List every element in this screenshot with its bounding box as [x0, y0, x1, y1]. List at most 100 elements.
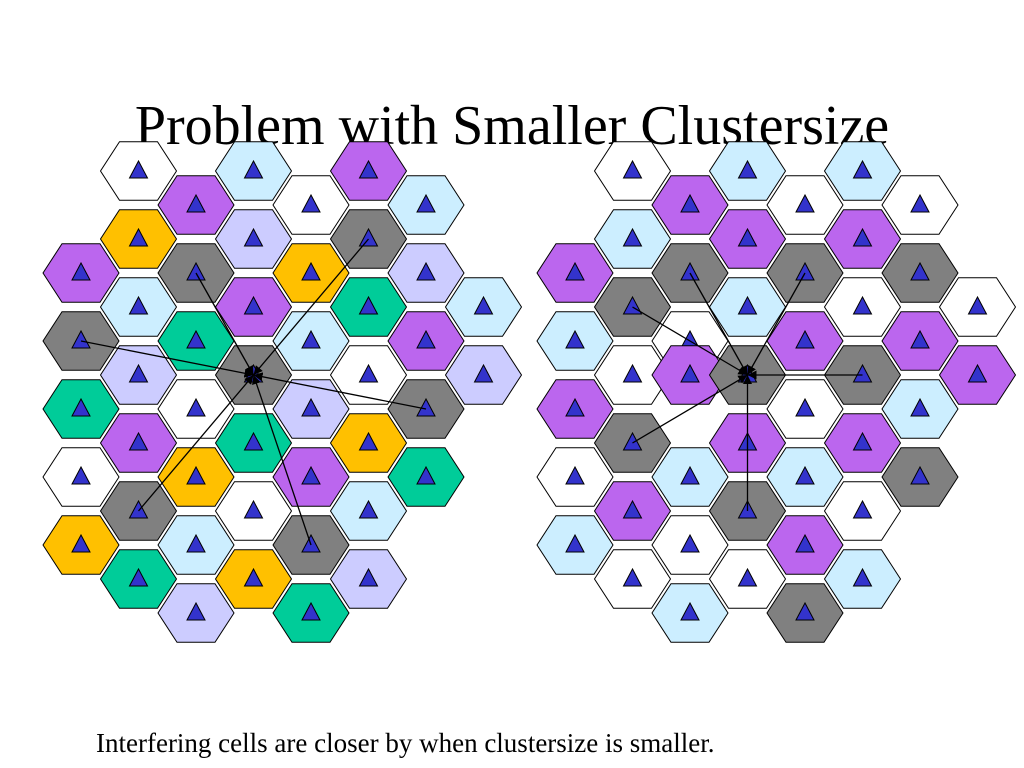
hex-cell: [214, 277, 293, 337]
hex-cell: [766, 515, 844, 575]
hex-cell: [329, 549, 408, 609]
hex-cell: [536, 311, 614, 371]
blue-triangle-icon: [71, 329, 91, 349]
blue-triangle-icon: [737, 295, 758, 315]
blue-triangle-icon: [565, 329, 585, 349]
blue-triangle-icon: [852, 227, 873, 247]
blue-triangle-icon: [680, 533, 700, 553]
hex-cell: [272, 175, 350, 235]
blue-triangle-icon: [243, 499, 264, 519]
blue-triangle-icon: [737, 227, 758, 247]
hex-cell: [766, 447, 844, 507]
hex-cell: [536, 243, 614, 303]
hex-cell: [329, 277, 408, 337]
hex-cell: [99, 209, 178, 269]
hex-cell: [881, 243, 959, 303]
blue-triangle-icon: [910, 261, 930, 281]
blue-triangle-icon: [852, 567, 873, 587]
blue-triangle-icon: [186, 465, 206, 485]
interference-arrow: [80, 340, 254, 378]
hex-cell: [881, 447, 959, 507]
blue-triangle-icon: [852, 363, 873, 383]
hex-cell: [157, 175, 235, 235]
hex-cell: [99, 141, 178, 201]
hex-cell: [766, 379, 844, 439]
hex-cell: [881, 379, 959, 439]
blue-triangle-icon: [128, 499, 149, 519]
interference-arrow: [746, 272, 806, 376]
blue-triangle-icon: [128, 159, 149, 179]
blue-triangle-icon: [622, 499, 643, 519]
hex-cell: [99, 413, 178, 473]
blue-triangle-icon: [910, 465, 930, 485]
hex-cell: [42, 243, 120, 303]
hex-cell: [651, 175, 729, 235]
blue-triangle-icon: [243, 567, 264, 587]
hex-cell: [99, 345, 178, 405]
blue-triangle-icon: [680, 465, 700, 485]
hex-cell: [272, 379, 350, 439]
blue-triangle-icon: [795, 193, 815, 213]
blue-triangle-icon: [243, 295, 264, 315]
interference-arrow: [195, 272, 255, 376]
blue-triangle-icon: [416, 193, 436, 213]
hex-cell: [651, 345, 729, 405]
hex-cell: [387, 243, 465, 303]
hex-cell: [881, 311, 959, 371]
hex-cell: [708, 277, 787, 337]
blue-triangle-icon: [358, 159, 379, 179]
hex-cell: [823, 141, 902, 201]
blue-triangle-icon: [416, 261, 436, 281]
hex-cell: [708, 141, 787, 201]
blue-triangle-icon: [795, 329, 815, 349]
blue-triangle-icon: [243, 227, 264, 247]
blue-triangle-icon: [301, 397, 321, 417]
blue-triangle-icon: [795, 465, 815, 485]
blue-triangle-icon: [852, 499, 873, 519]
blue-triangle-icon: [565, 533, 585, 553]
blue-triangle-icon: [301, 329, 321, 349]
hex-cell: [651, 515, 729, 575]
hex-cell: [329, 345, 408, 405]
hex-cell: [593, 345, 672, 405]
hex-cell: [272, 243, 350, 303]
hex-cell: [766, 175, 844, 235]
interference-arrow: [253, 372, 427, 410]
interference-arrow: [252, 374, 312, 546]
hex-cell: [708, 209, 787, 269]
hex-cell: [42, 515, 120, 575]
blue-triangle-icon: [795, 397, 815, 417]
hex-cell: [593, 209, 672, 269]
blue-triangle-icon: [852, 159, 873, 179]
hex-cell: [536, 447, 614, 507]
blue-triangle-icon: [186, 397, 206, 417]
blue-triangle-icon: [565, 261, 585, 281]
hex-cell: [329, 481, 408, 541]
hex-cell: [823, 549, 902, 609]
blue-triangle-icon: [910, 193, 930, 213]
hex-cell: [272, 583, 350, 643]
blue-triangle-icon: [358, 567, 379, 587]
blue-triangle-icon: [186, 261, 206, 281]
blue-triangle-icon: [680, 363, 700, 383]
blue-triangle-icon: [473, 295, 494, 315]
hex-cell: [214, 413, 293, 473]
blue-triangle-icon: [186, 601, 206, 621]
blue-triangle-icon: [910, 397, 930, 417]
interference-arrow: [689, 272, 749, 376]
hex-cell: [99, 277, 178, 337]
hex-cell: [42, 379, 120, 439]
hex-cell: [214, 209, 293, 269]
blue-triangle-icon: [852, 431, 873, 451]
blue-triangle-icon: [622, 567, 643, 587]
blue-triangle-icon: [186, 193, 206, 213]
hex-cell: [42, 447, 120, 507]
interference-arrow: [253, 238, 369, 376]
slide-caption: Interfering cells are closer by when clu…: [96, 728, 715, 758]
interference-arrow: [138, 374, 254, 512]
hex-cell: [214, 481, 293, 541]
hex-cell: [214, 549, 293, 609]
blue-triangle-icon: [622, 363, 643, 383]
blue-triangle-icon: [358, 227, 379, 247]
